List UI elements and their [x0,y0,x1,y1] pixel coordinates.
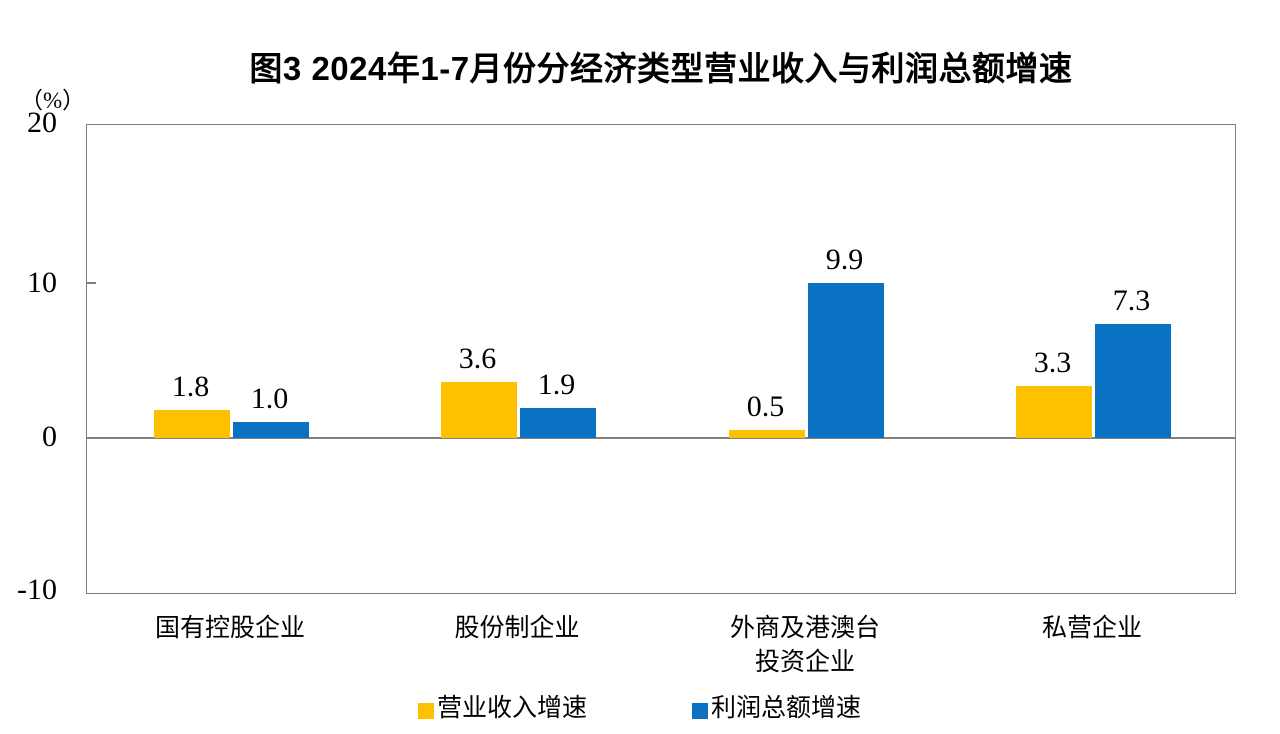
bar-value-label-series1-cat1: 1.9 [537,368,576,401]
bar-series0-cat0 [153,410,230,438]
x-category-label-line: 股份制企业 [454,615,580,642]
bar-series0-cat1 [440,382,517,438]
legend-swatch-series0 [418,703,434,719]
y-tick-label-0: 0 [42,420,57,453]
y-tick-label--10: -10 [17,573,57,606]
zero-baseline [87,437,1235,439]
bar-series0-cat2 [728,430,805,438]
legend-label-series0: 营业收入增速 [437,695,588,722]
x-category-label-line: 外商及港澳台 [729,615,880,642]
x-category-label-1: 股份制企业 [357,612,677,646]
bar-series1-cat3 [1094,324,1171,438]
bar-value-label-series0-cat3: 3.3 [1033,346,1072,379]
x-category-label-0: 国有控股企业 [70,612,390,646]
bar-series1-cat1 [519,408,596,438]
legend-swatch-series1 [692,703,708,719]
y-tick-label-20: 20 [27,106,57,139]
y-tick-label-10: 10 [27,266,57,299]
bar-series1-cat0 [232,422,309,438]
y-axis-tick-10 [87,282,96,284]
bar-value-label-series0-cat1: 3.6 [458,342,497,375]
bar-value-label-series0-cat2: 0.5 [746,390,785,423]
bar-value-label-series1-cat0: 1.0 [250,382,289,415]
chart-title: 图3 2024年1-7月份分经济类型营业收入与利润总额增速 [249,50,1073,87]
legend-label-series1: 利润总额增速 [711,695,862,722]
bar-series1-cat2 [807,283,884,438]
x-category-label-line: 投资企业 [754,649,855,676]
plot-area [86,124,1236,594]
x-category-label-line: 私营企业 [1041,615,1142,642]
x-category-label-line: 国有控股企业 [154,615,305,642]
bar-value-label-series1-cat3: 7.3 [1112,284,1151,317]
x-category-label-3: 私营企业 [932,612,1252,646]
bar-series0-cat3 [1015,386,1092,438]
x-category-label-2: 外商及港澳台 投资企业 [645,612,965,680]
bar-value-label-series0-cat0: 1.8 [171,370,210,403]
y-axis-unit-label: （%） [20,88,86,113]
bar-value-label-series1-cat2: 9.9 [825,243,864,276]
